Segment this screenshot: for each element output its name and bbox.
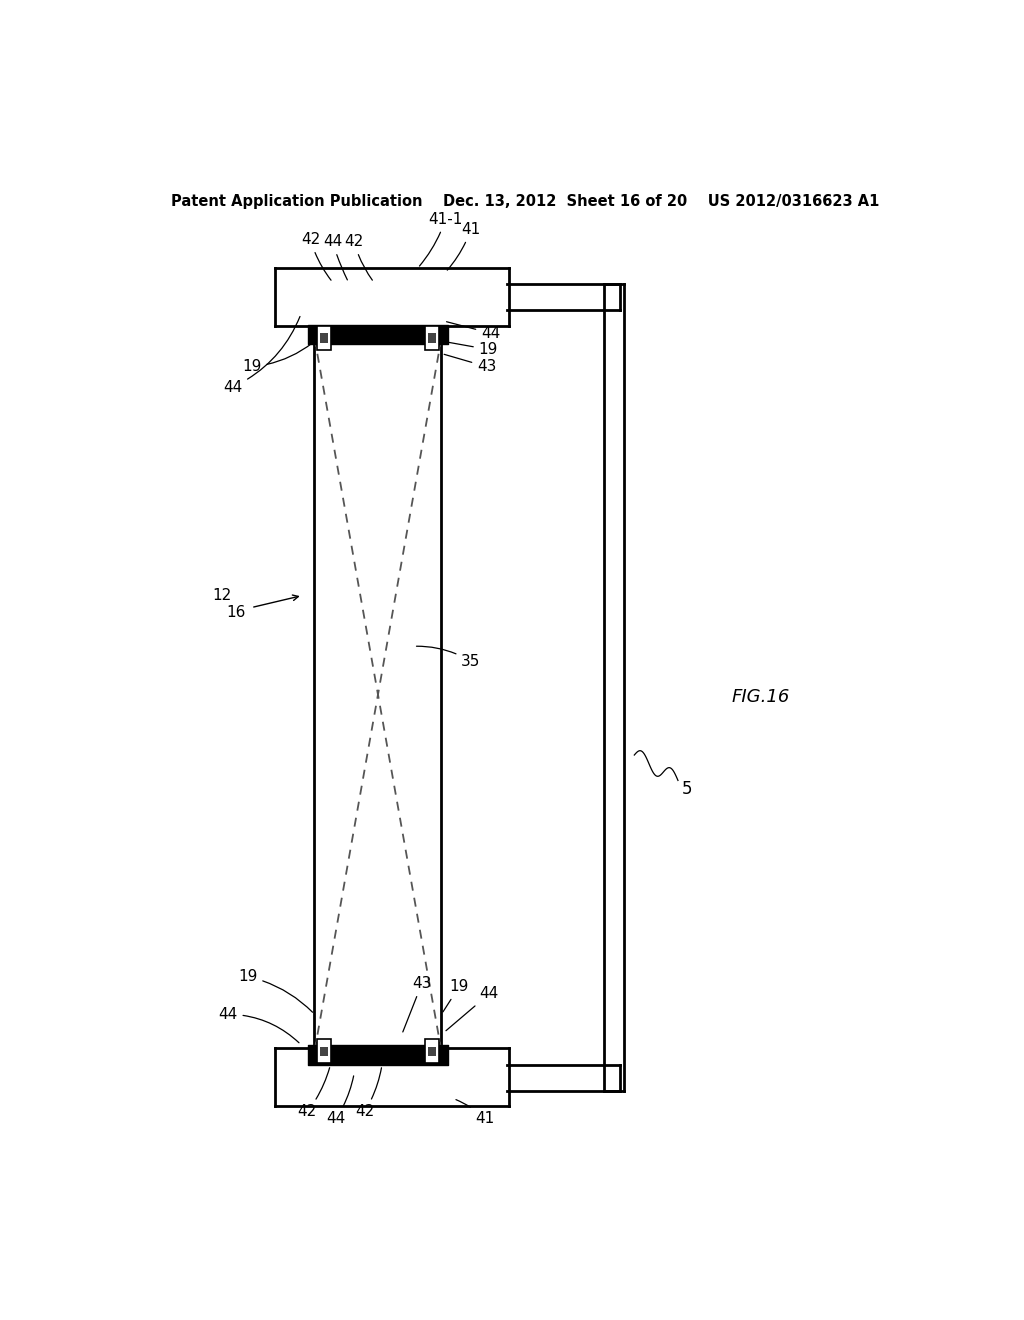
Text: 35: 35 — [417, 647, 480, 669]
Text: 42: 42 — [355, 1068, 382, 1119]
Text: 44: 44 — [218, 1007, 299, 1043]
Text: Patent Application Publication    Dec. 13, 2012  Sheet 16 of 20    US 2012/03166: Patent Application Publication Dec. 13, … — [171, 194, 879, 209]
Text: 19: 19 — [238, 969, 312, 1012]
Text: 44: 44 — [327, 1076, 353, 1126]
Bar — [321, 1047, 328, 1056]
Text: 19: 19 — [443, 979, 469, 1012]
Text: 41-1: 41-1 — [420, 213, 463, 267]
Text: 42: 42 — [301, 232, 331, 280]
Bar — [428, 333, 435, 343]
Text: 44: 44 — [223, 317, 300, 395]
Text: 42: 42 — [298, 1068, 330, 1119]
Text: 44: 44 — [324, 234, 347, 280]
Text: FIG.16: FIG.16 — [731, 688, 790, 706]
Text: 19: 19 — [445, 342, 498, 356]
Text: 43: 43 — [402, 977, 431, 1032]
Text: 41: 41 — [456, 1100, 495, 1126]
Bar — [317, 1039, 331, 1064]
Text: 44: 44 — [446, 322, 501, 341]
Text: 5: 5 — [682, 780, 692, 797]
Text: 12: 12 — [212, 587, 231, 603]
Bar — [425, 326, 438, 350]
Bar — [425, 1039, 438, 1064]
Text: 16: 16 — [226, 606, 246, 620]
Text: 44: 44 — [446, 986, 499, 1031]
Text: 43: 43 — [444, 354, 497, 375]
Text: 42: 42 — [344, 234, 373, 280]
Bar — [428, 1047, 435, 1056]
Text: 41: 41 — [447, 222, 480, 271]
Bar — [321, 333, 328, 343]
Bar — [317, 326, 331, 350]
Text: 19: 19 — [242, 343, 312, 375]
